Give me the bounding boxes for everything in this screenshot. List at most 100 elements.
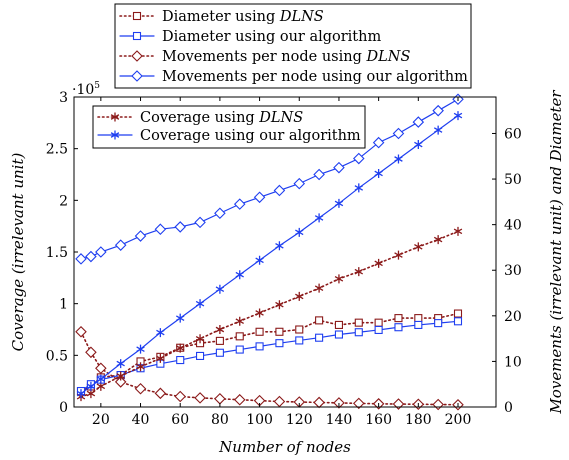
- data-point: [114, 376, 127, 388]
- legend-label: Movements per node using DLNS: [162, 49, 410, 65]
- data-point: [233, 198, 246, 210]
- data-point: [96, 374, 106, 384]
- right-tick-label: 50: [504, 172, 522, 188]
- x-tick-label: 40: [132, 412, 150, 428]
- data-point: [333, 397, 345, 409]
- data-point: [235, 332, 244, 341]
- x-tick-label: 160: [365, 412, 392, 428]
- data-point: [374, 318, 383, 327]
- data-point: [116, 359, 125, 369]
- data-point: [374, 325, 383, 335]
- data-point: [314, 283, 324, 293]
- data-point: [313, 396, 325, 409]
- data-point: [175, 343, 185, 353]
- data-point: [434, 319, 443, 328]
- data-point: [374, 168, 383, 178]
- series-line: [80, 320, 459, 392]
- data-point: [275, 327, 284, 336]
- data-point: [196, 351, 205, 360]
- data-point: [414, 140, 423, 150]
- data-point: [86, 381, 96, 391]
- data-point: [95, 362, 107, 375]
- data-point: [295, 325, 304, 334]
- series: [76, 226, 463, 402]
- data-point: [253, 191, 266, 204]
- data-point: [394, 314, 403, 323]
- data-point: [273, 184, 286, 197]
- data-point: [432, 398, 444, 411]
- data-point: [134, 382, 147, 395]
- data-point: [295, 291, 304, 301]
- right-tick-label: 60: [504, 126, 522, 142]
- data-point: [275, 300, 284, 310]
- data-point: [273, 395, 286, 408]
- data-point: [215, 336, 224, 345]
- data-point: [131, 70, 143, 82]
- data-point: [333, 161, 345, 174]
- left-tick-label: 0.5: [46, 348, 68, 364]
- right-axis-label: Movements (irrelevant unit) and Diameter: [547, 90, 565, 415]
- legend-label: Coverage using our algorithm: [140, 128, 361, 144]
- x-tick-label: 60: [171, 412, 189, 428]
- left-axis-multiplier: ·105: [72, 81, 100, 98]
- left-tick-label: 0: [59, 400, 68, 416]
- data-point: [195, 334, 205, 344]
- data-point: [374, 258, 383, 268]
- legend-inner-box: [92, 105, 366, 149]
- x-tick-label: 140: [326, 412, 353, 428]
- data-point: [394, 323, 403, 332]
- data-point: [214, 207, 226, 220]
- right-tick-label: 10: [504, 354, 522, 370]
- legend-top: Diameter using DLNS Diameter using our al…: [114, 3, 472, 89]
- data-point: [136, 362, 145, 372]
- data-point: [315, 316, 324, 325]
- right-tick-label: 40: [504, 218, 522, 234]
- left-tick-label: 3: [59, 90, 68, 106]
- data-point: [132, 11, 142, 21]
- data-point: [255, 342, 264, 351]
- data-point: [215, 284, 225, 294]
- data-point: [76, 389, 86, 399]
- data-point: [353, 397, 365, 410]
- data-point: [453, 317, 463, 326]
- x-tick-label: 180: [405, 412, 432, 428]
- data-point: [195, 299, 205, 309]
- x-tick-label: 80: [211, 412, 229, 428]
- data-point: [315, 333, 324, 342]
- data-point: [85, 346, 97, 359]
- data-point: [394, 250, 403, 260]
- x-tick-label: 200: [445, 412, 472, 428]
- data-point: [235, 316, 244, 326]
- data-point: [75, 253, 87, 265]
- data-point: [255, 308, 264, 318]
- data-point: [433, 125, 443, 135]
- data-point: [334, 274, 344, 284]
- left-tick-label: 2: [59, 193, 68, 209]
- data-point: [174, 390, 186, 403]
- data-point: [414, 320, 423, 329]
- data-point: [394, 154, 403, 164]
- data-point: [116, 371, 125, 381]
- data-point: [131, 50, 143, 62]
- data-point: [432, 104, 444, 117]
- data-point: [154, 387, 167, 400]
- right-tick-label: 30: [504, 263, 522, 279]
- series: [76, 317, 463, 396]
- legend-label: Diameter using our algorithm: [162, 29, 381, 45]
- data-point: [233, 393, 246, 406]
- data-point: [85, 250, 97, 263]
- data-point: [235, 270, 244, 280]
- data-point: [372, 136, 385, 149]
- data-point: [215, 348, 224, 357]
- data-point: [334, 320, 343, 329]
- data-point: [154, 223, 167, 235]
- data-point: [215, 325, 225, 334]
- data-point: [156, 328, 165, 338]
- data-point: [75, 326, 87, 338]
- data-point: [110, 130, 120, 140]
- data-point: [194, 392, 206, 404]
- left-tick-label: 1: [59, 297, 68, 313]
- data-point: [354, 267, 364, 277]
- series: [76, 111, 463, 399]
- left-axis-label: Coverage (irrelevant unit): [9, 153, 27, 352]
